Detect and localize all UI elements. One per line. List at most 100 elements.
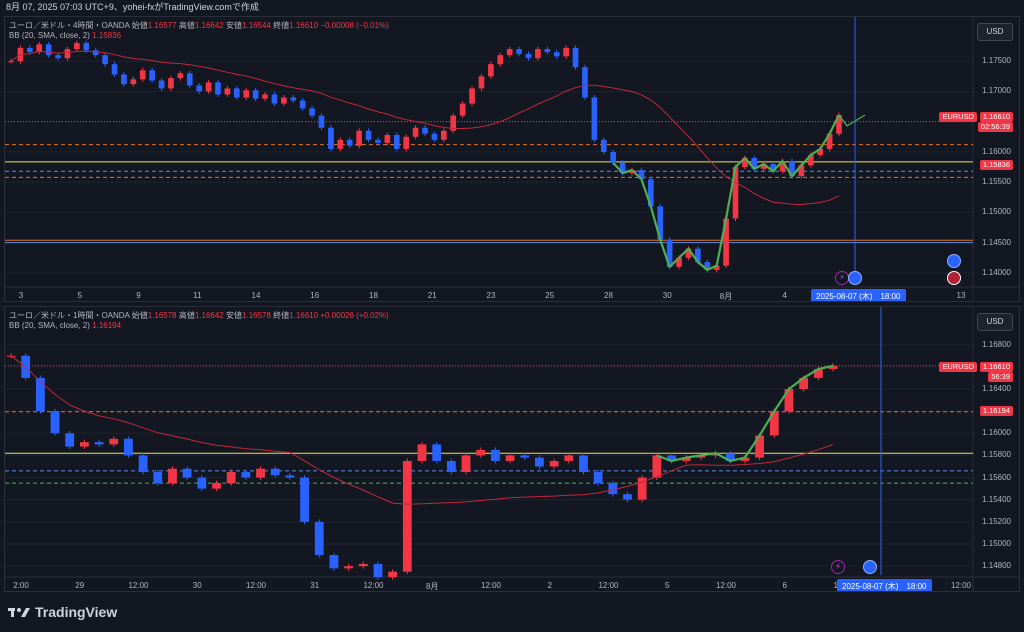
candle-body bbox=[402, 460, 412, 572]
candle-body bbox=[770, 164, 776, 172]
candle-body bbox=[215, 82, 221, 95]
candle-body bbox=[124, 438, 133, 456]
open-label: 始値 bbox=[131, 311, 148, 320]
candle-body bbox=[79, 442, 89, 447]
candle-body bbox=[224, 88, 231, 95]
candle-body bbox=[329, 555, 339, 569]
bb-price-tag: 1.15836 bbox=[979, 160, 1013, 170]
candle-body bbox=[696, 455, 706, 458]
change-value: −0.00008 (−0.01%) bbox=[320, 21, 389, 30]
candle-body bbox=[241, 472, 251, 478]
time-tick-label: 12:00 bbox=[128, 581, 149, 590]
candle-body bbox=[799, 377, 809, 389]
close-label: 終値 bbox=[273, 311, 290, 320]
time-tick-label: 18 bbox=[369, 291, 378, 300]
candle-body bbox=[652, 455, 662, 478]
candle-body bbox=[600, 139, 607, 152]
price-tick-label: 1.15800 bbox=[982, 450, 1011, 460]
candle-body bbox=[704, 262, 711, 270]
legend-symbol: ユーロ／米ドル・1時間・OANDA bbox=[9, 311, 130, 320]
high-label: 高値 bbox=[178, 311, 195, 320]
bb-value: 1.15836 bbox=[92, 31, 122, 40]
cursor-time-label: 2025-08-07 (木) 18:00 bbox=[811, 289, 906, 301]
candle-body bbox=[817, 148, 824, 155]
candle-body bbox=[450, 115, 457, 131]
event-marker-icon[interactable] bbox=[848, 271, 862, 285]
candle-body bbox=[440, 130, 447, 140]
candle-body bbox=[623, 494, 632, 500]
chart-pane-4h[interactable]: ユーロ／米ドル・4時間・OANDA 始値1.16577 高値1.16642 安値… bbox=[4, 16, 1020, 302]
lightning-icon[interactable]: ⚡ bbox=[835, 271, 849, 285]
candle-body bbox=[344, 566, 354, 569]
candle-body bbox=[593, 472, 603, 484]
time-tick-label: 12:00 bbox=[598, 581, 619, 590]
candle-body bbox=[582, 67, 588, 98]
candle-body bbox=[520, 455, 530, 458]
candle-body bbox=[130, 79, 137, 85]
close-value: 1.16610 bbox=[289, 21, 319, 30]
symbol-tag: EURUSD bbox=[939, 112, 977, 122]
time-tick-label: 6 bbox=[782, 581, 787, 590]
candle-body bbox=[186, 73, 193, 86]
price-tag: 1.16610 bbox=[979, 112, 1013, 122]
candle-body bbox=[779, 161, 786, 172]
candle-body bbox=[676, 257, 682, 267]
high-value: 1.16642 bbox=[194, 21, 224, 30]
candle-body bbox=[742, 157, 748, 168]
price-tick-label: 1.15600 bbox=[982, 472, 1011, 482]
bb-middle-line bbox=[10, 50, 840, 206]
candle-body bbox=[388, 571, 398, 578]
bb-middle-line bbox=[10, 355, 834, 505]
candle-body bbox=[417, 444, 427, 461]
currency-button[interactable]: USD bbox=[977, 313, 1013, 331]
candle-body bbox=[755, 435, 765, 458]
countdown-tag: 56:39 bbox=[988, 372, 1013, 382]
time-tick-label: 8月 bbox=[426, 582, 439, 591]
price-tick-label: 1.17000 bbox=[982, 86, 1011, 96]
lightning-icon[interactable]: ⚡ bbox=[831, 560, 845, 574]
low-label: 安値 bbox=[226, 21, 243, 30]
candle-body bbox=[290, 97, 297, 101]
candle-body bbox=[564, 455, 574, 461]
bb-value: 1.16194 bbox=[92, 321, 122, 330]
change-value: +0.00026 (+0.02%) bbox=[320, 311, 389, 320]
candle-body bbox=[725, 453, 735, 461]
time-tick-label: 5 bbox=[77, 291, 82, 300]
candle-body bbox=[328, 127, 334, 149]
candle-body bbox=[798, 165, 805, 177]
candle-body bbox=[760, 164, 767, 169]
candle-body bbox=[732, 167, 739, 219]
time-tick-label: 16 bbox=[310, 291, 320, 300]
candle-body bbox=[657, 206, 664, 240]
candle-body bbox=[300, 477, 309, 522]
close-label: 終値 bbox=[273, 21, 290, 30]
candle-body bbox=[74, 43, 80, 50]
candle-body bbox=[8, 61, 14, 63]
candle-body bbox=[784, 389, 794, 412]
time-tick-label: 3 bbox=[18, 291, 24, 300]
event-marker-icon[interactable] bbox=[863, 560, 877, 574]
price-tick-label: 1.15000 bbox=[982, 207, 1011, 217]
candle-body bbox=[608, 483, 618, 495]
chart-canvas-1h[interactable] bbox=[5, 307, 1020, 592]
candle-body bbox=[168, 78, 174, 89]
chart-canvas-4h[interactable] bbox=[5, 17, 1020, 302]
time-tick-label: 2 bbox=[547, 581, 552, 590]
candle-body bbox=[196, 85, 203, 92]
candle-body bbox=[138, 455, 148, 473]
event-icon[interactable] bbox=[947, 254, 961, 268]
flag-icon[interactable] bbox=[947, 271, 961, 285]
low-label: 安値 bbox=[226, 311, 243, 320]
time-tick-label: 13 bbox=[956, 291, 966, 300]
chart-pane-1h[interactable]: ユーロ／米ドル・1時間・OANDA 始値1.16578 高値1.16642 安値… bbox=[4, 306, 1020, 592]
candle-body bbox=[685, 248, 692, 258]
candle-body bbox=[83, 43, 90, 51]
candle-body bbox=[318, 115, 325, 128]
candle-body bbox=[177, 73, 184, 79]
low-value: 1.16578 bbox=[242, 311, 271, 320]
candle-body bbox=[516, 49, 522, 54]
candle-body bbox=[422, 127, 428, 134]
currency-button[interactable]: USD bbox=[977, 23, 1013, 41]
candle-body bbox=[476, 449, 486, 456]
time-tick-label: 12:00 bbox=[480, 581, 502, 590]
